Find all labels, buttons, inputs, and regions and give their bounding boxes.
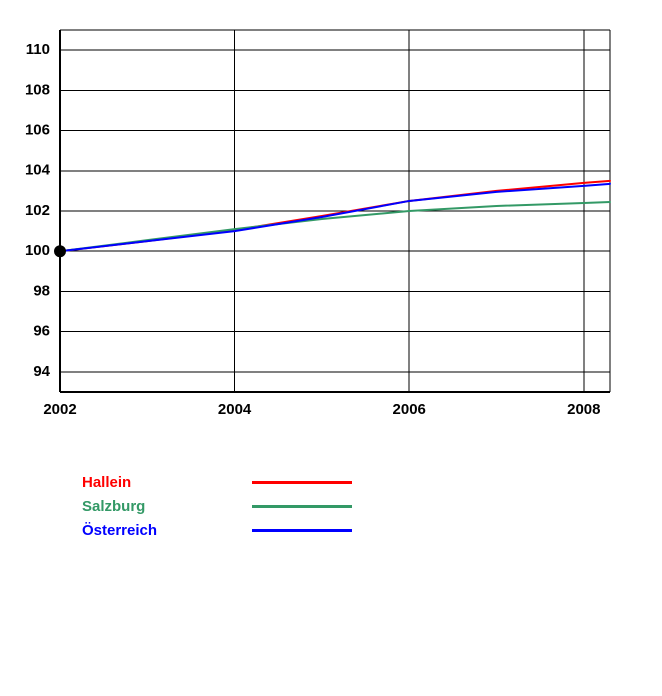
x-tick-label: 2008 xyxy=(567,401,600,418)
legend-swatch xyxy=(252,529,352,532)
y-tick-label: 108 xyxy=(25,81,50,98)
start-marker xyxy=(54,245,66,257)
line-chart: 94 96 98 100 102 104 106 108 110 2002 2004 2006 2008 xyxy=(0,0,662,696)
y-tick-label: 94 xyxy=(33,363,50,380)
y-tick-label: 98 xyxy=(33,282,50,299)
legend-label: Österreich xyxy=(82,522,252,539)
y-tick-label: 110 xyxy=(26,41,50,58)
y-tick-label: 104 xyxy=(25,162,51,179)
y-tick-label: 106 xyxy=(25,122,50,139)
legend-label: Hallein xyxy=(82,474,252,491)
legend-label: Salzburg xyxy=(82,498,252,515)
y-tick-label: 102 xyxy=(25,202,50,219)
x-tick-label: 2002 xyxy=(43,401,76,418)
y-tick-label: 100 xyxy=(25,242,50,259)
x-tick-label: 2004 xyxy=(218,401,252,418)
legend-swatch xyxy=(252,481,352,484)
legend: Hallein Salzburg Österreich xyxy=(82,470,352,542)
legend-item: Hallein xyxy=(82,470,352,494)
x-tick-label: 2006 xyxy=(393,401,426,418)
legend-item: Salzburg xyxy=(82,494,352,518)
y-tick-label: 96 xyxy=(33,323,50,340)
legend-swatch xyxy=(252,505,352,508)
legend-item: Österreich xyxy=(82,518,352,542)
